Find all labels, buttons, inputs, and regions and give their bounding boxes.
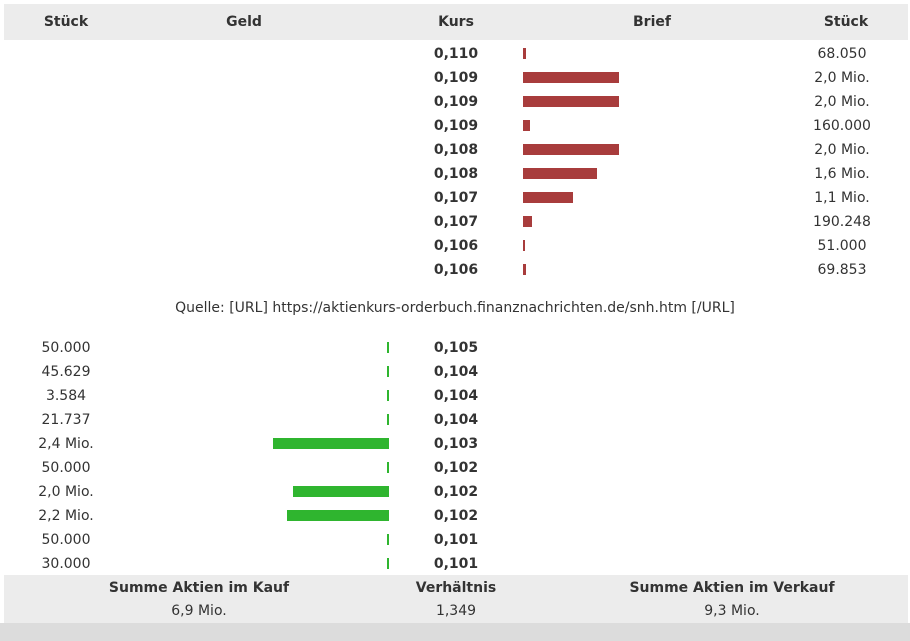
bid-price: 0,102 [433, 460, 479, 476]
ask-qty: 51.000 [817, 238, 867, 254]
bid-price: 0,104 [433, 388, 479, 404]
ask-volume-bar [523, 48, 526, 59]
ask-price: 0,108 [433, 142, 479, 158]
ask-qty: 160.000 [813, 118, 871, 134]
bottom-strip [0, 623, 910, 641]
bid-volume-bar [387, 414, 389, 425]
bid-row: 2,0 Mio. 0,102 [0, 480, 910, 504]
bid-qty: 2,0 Mio. [38, 484, 94, 500]
bid-volume-bar [273, 438, 389, 449]
source-note: Quelle: [URL] https://aktienkurs-orderbu… [175, 300, 735, 316]
bid-volume-bar [287, 510, 389, 521]
summary-footer: Summe Aktien im Kauf 6,9 Mio. Verhältnis… [4, 575, 908, 623]
ratio-label: Verhältnis [415, 580, 497, 596]
ask-price: 0,107 [433, 214, 479, 230]
ask-qty: 2,0 Mio. [814, 70, 870, 86]
ask-price: 0,106 [433, 238, 479, 254]
ask-row: 0,107 1,1 Mio. [0, 186, 910, 210]
bid-qty: 45.629 [41, 364, 91, 380]
ask-price: 0,109 [433, 70, 479, 86]
bid-row: 2,4 Mio. 0,103 [0, 432, 910, 456]
ask-qty: 2,0 Mio. [814, 94, 870, 110]
ask-volume-bar [523, 192, 573, 203]
bid-row: 45.629 0,104 [0, 360, 910, 384]
bid-row: 2,2 Mio. 0,102 [0, 504, 910, 528]
ask-qty: 1,6 Mio. [814, 166, 870, 182]
ask-row: 0,110 68.050 [0, 42, 910, 66]
sum-buy-value: 6,9 Mio. [171, 603, 227, 619]
sum-sell-value: 9,3 Mio. [704, 603, 760, 619]
ask-row: 0,108 1,6 Mio. [0, 162, 910, 186]
bid-price: 0,102 [433, 508, 479, 524]
ask-row: 0,109 2,0 Mio. [0, 90, 910, 114]
bid-row: 50.000 0,105 [0, 336, 910, 360]
bid-volume-bar [387, 390, 389, 401]
sum-sell-label: Summe Aktien im Verkauf [629, 580, 835, 596]
ask-volume-bar [523, 144, 619, 155]
ask-qty: 190.248 [813, 214, 871, 230]
bid-qty: 2,4 Mio. [38, 436, 94, 452]
ask-qty: 2,0 Mio. [814, 142, 870, 158]
header-bid: Geld [226, 14, 262, 30]
ask-row: 0,107 190.248 [0, 210, 910, 234]
ask-volume-bar [523, 240, 525, 251]
bid-row: 21.737 0,104 [0, 408, 910, 432]
bid-price: 0,101 [433, 556, 479, 572]
ask-price: 0,107 [433, 190, 479, 206]
bid-price: 0,103 [433, 436, 479, 452]
ask-row: 0,109 2,0 Mio. [0, 66, 910, 90]
bid-row: 30.000 0,101 [0, 552, 910, 576]
ask-volume-bar [523, 120, 530, 131]
bid-qty: 2,2 Mio. [38, 508, 94, 524]
bid-row: 50.000 0,101 [0, 528, 910, 552]
ask-qty: 68.050 [817, 46, 867, 62]
ask-volume-bar [523, 216, 532, 227]
bid-volume-bar [387, 366, 389, 377]
bid-qty: 21.737 [41, 412, 91, 428]
bid-qty: 50.000 [41, 340, 91, 356]
bid-volume-bar [387, 558, 389, 569]
ratio-value: 1,349 [435, 603, 477, 619]
ask-row: 0,108 2,0 Mio. [0, 138, 910, 162]
ask-price: 0,108 [433, 166, 479, 182]
sum-buy-label: Summe Aktien im Kauf [108, 580, 290, 596]
ask-row: 0,106 51.000 [0, 234, 910, 258]
header-qty-right: Stück [823, 14, 869, 30]
bid-row: 50.000 0,102 [0, 456, 910, 480]
ask-qty: 1,1 Mio. [814, 190, 870, 206]
ask-price: 0,109 [433, 118, 479, 134]
bid-price: 0,104 [433, 364, 479, 380]
bid-row: 3.584 0,104 [0, 384, 910, 408]
ask-volume-bar [523, 168, 597, 179]
ask-price: 0,106 [433, 262, 479, 278]
ask-price: 0,110 [433, 46, 479, 62]
bid-qty: 50.000 [41, 460, 91, 476]
bid-volume-bar [387, 462, 389, 473]
orderbook-header: Stück Geld Kurs Brief Stück [4, 4, 908, 40]
bid-volume-bar [293, 486, 389, 497]
bid-volume-bar [387, 342, 389, 353]
bid-qty: 30.000 [41, 556, 91, 572]
bid-price: 0,101 [433, 532, 479, 548]
ask-row: 0,106 69.853 [0, 258, 910, 282]
ask-volume-bar [523, 96, 619, 107]
bid-price: 0,105 [433, 340, 479, 356]
ask-volume-bar [523, 72, 619, 83]
ask-row: 0,109 160.000 [0, 114, 910, 138]
bid-price: 0,104 [433, 412, 479, 428]
header-qty-left: Stück [43, 14, 89, 30]
header-price: Kurs [438, 14, 474, 30]
bid-price: 0,102 [433, 484, 479, 500]
bid-qty: 3.584 [45, 388, 87, 404]
bid-qty: 50.000 [41, 532, 91, 548]
ask-volume-bar [523, 264, 526, 275]
ask-price: 0,109 [433, 94, 479, 110]
ask-qty: 69.853 [817, 262, 867, 278]
header-ask: Brief [633, 14, 671, 30]
bid-volume-bar [387, 534, 389, 545]
